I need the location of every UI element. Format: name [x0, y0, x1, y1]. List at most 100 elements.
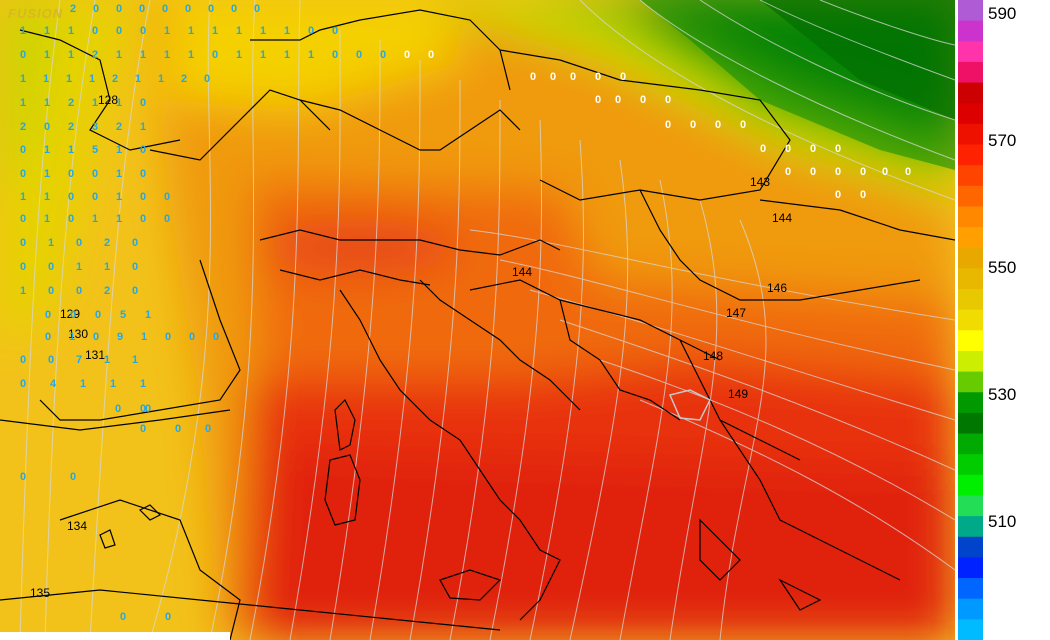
- contour-label: 146: [767, 281, 787, 295]
- precip-value: 0: [189, 331, 195, 343]
- precip-value: 1: [236, 25, 242, 37]
- precip-value: 0: [45, 331, 51, 343]
- precip-value: 0: [44, 121, 50, 133]
- precip-value: 1: [116, 168, 122, 180]
- precip-value: 0: [175, 423, 181, 435]
- precip-value: 1: [284, 49, 290, 61]
- scale-swatch: [958, 123, 983, 146]
- precip-value: 0: [595, 71, 601, 83]
- bottom-strip: [0, 632, 230, 640]
- scale-swatch: [958, 103, 983, 125]
- precip-value: 1: [308, 49, 314, 61]
- precip-value: 0: [715, 119, 721, 131]
- precip-value: 1: [20, 191, 26, 203]
- scale-label-590: 590: [988, 4, 1017, 23]
- precip-value: 0: [254, 3, 260, 15]
- precip-value: 2: [20, 121, 26, 133]
- precip-value: 0: [810, 143, 816, 155]
- precip-value: 1: [188, 49, 194, 61]
- precip-value: 0: [835, 166, 841, 178]
- scale-swatch: [958, 247, 983, 269]
- precip-value: 1: [236, 49, 242, 61]
- precip-value: 0: [640, 94, 646, 106]
- contour-label: 147: [726, 306, 746, 320]
- precip-value: 1: [20, 285, 26, 297]
- scale-swatch: [958, 144, 983, 166]
- scale-swatch: [958, 598, 983, 620]
- precip-value: 0: [380, 49, 386, 61]
- precip-value: 0: [45, 309, 51, 321]
- precip-value: 0: [20, 237, 26, 249]
- precip-value: 1: [69, 331, 75, 343]
- contour-label-group: 128 129 130 131 134 135 143 144 144 146 …: [30, 93, 792, 600]
- precip-value: 0: [120, 611, 126, 623]
- precip-value: 1: [164, 25, 170, 37]
- precip-value: 0: [140, 25, 146, 37]
- precip-value: 9: [117, 331, 123, 343]
- precip-value: 0: [68, 213, 74, 225]
- precip-value: 0: [68, 191, 74, 203]
- precip-value: 1: [284, 25, 290, 37]
- precip-value: 2: [181, 73, 187, 85]
- precip-value: 0: [76, 237, 82, 249]
- precip-value: 0: [164, 213, 170, 225]
- fusion-logo: FUSION: [8, 6, 64, 21]
- precip-value: 1: [43, 73, 49, 85]
- precip-value: 0: [93, 3, 99, 15]
- precip-value: 0: [70, 309, 76, 321]
- scale-swatch: [958, 165, 983, 187]
- scale-swatch: [958, 433, 983, 455]
- precip-value: 0: [164, 191, 170, 203]
- contour-label: 130: [68, 327, 88, 341]
- precip-value: 1: [20, 73, 26, 85]
- scale-swatch: [958, 536, 983, 559]
- precip-value: 0: [550, 71, 556, 83]
- precip-value: 0: [308, 25, 314, 37]
- scale-swatch: [958, 330, 983, 352]
- precip-value: 1: [135, 73, 141, 85]
- precip-value: 0: [530, 71, 536, 83]
- precip-value: 1: [68, 49, 74, 61]
- precip-value: 1: [92, 97, 98, 109]
- scale-swatch: [958, 227, 983, 249]
- precip-value: 1: [68, 25, 74, 37]
- precip-value: 0: [810, 166, 816, 178]
- precip-value: 0: [428, 49, 434, 61]
- precip-value: 1: [116, 97, 122, 109]
- scale-swatch: [958, 392, 983, 414]
- scale-swatch: [958, 578, 983, 600]
- precip-value: 0: [165, 331, 171, 343]
- scale-swatch: [958, 309, 983, 331]
- precip-value: 2: [104, 237, 110, 249]
- scale-swatch: [958, 268, 983, 290]
- precip-value: 2: [116, 121, 122, 133]
- scale-swatch: [958, 350, 983, 373]
- scale-swatch: [958, 206, 983, 228]
- precip-value: 0: [20, 49, 26, 61]
- precip-value: 0: [145, 403, 151, 415]
- precip-value: 1: [212, 25, 218, 37]
- kosovo-border: [668, 389, 712, 421]
- precip-value: 1: [48, 237, 54, 249]
- precip-value: 1: [110, 378, 116, 390]
- precip-value: 2: [70, 3, 76, 15]
- precip-value: 5: [120, 309, 126, 321]
- precip-value: 0: [92, 25, 98, 37]
- precip-value: 1: [80, 378, 86, 390]
- precip-value: 1: [44, 97, 50, 109]
- precip-value: 0: [92, 191, 98, 203]
- precip-value: 0: [570, 71, 576, 83]
- contour-lines: [19, 0, 955, 640]
- precip-value: 1: [44, 25, 50, 37]
- precip-value: 1: [68, 144, 74, 156]
- precip-value: 0: [48, 285, 54, 297]
- precip-value: 1: [164, 49, 170, 61]
- precip-value: 0: [690, 119, 696, 131]
- precip-value: 0: [20, 168, 26, 180]
- precip-value: 4: [50, 378, 57, 390]
- scale-swatch: [958, 412, 983, 435]
- precip-value: 1: [20, 25, 26, 37]
- precip-value: 0: [48, 261, 54, 273]
- precip-value: 2: [104, 285, 110, 297]
- precip-value: 0: [115, 403, 121, 415]
